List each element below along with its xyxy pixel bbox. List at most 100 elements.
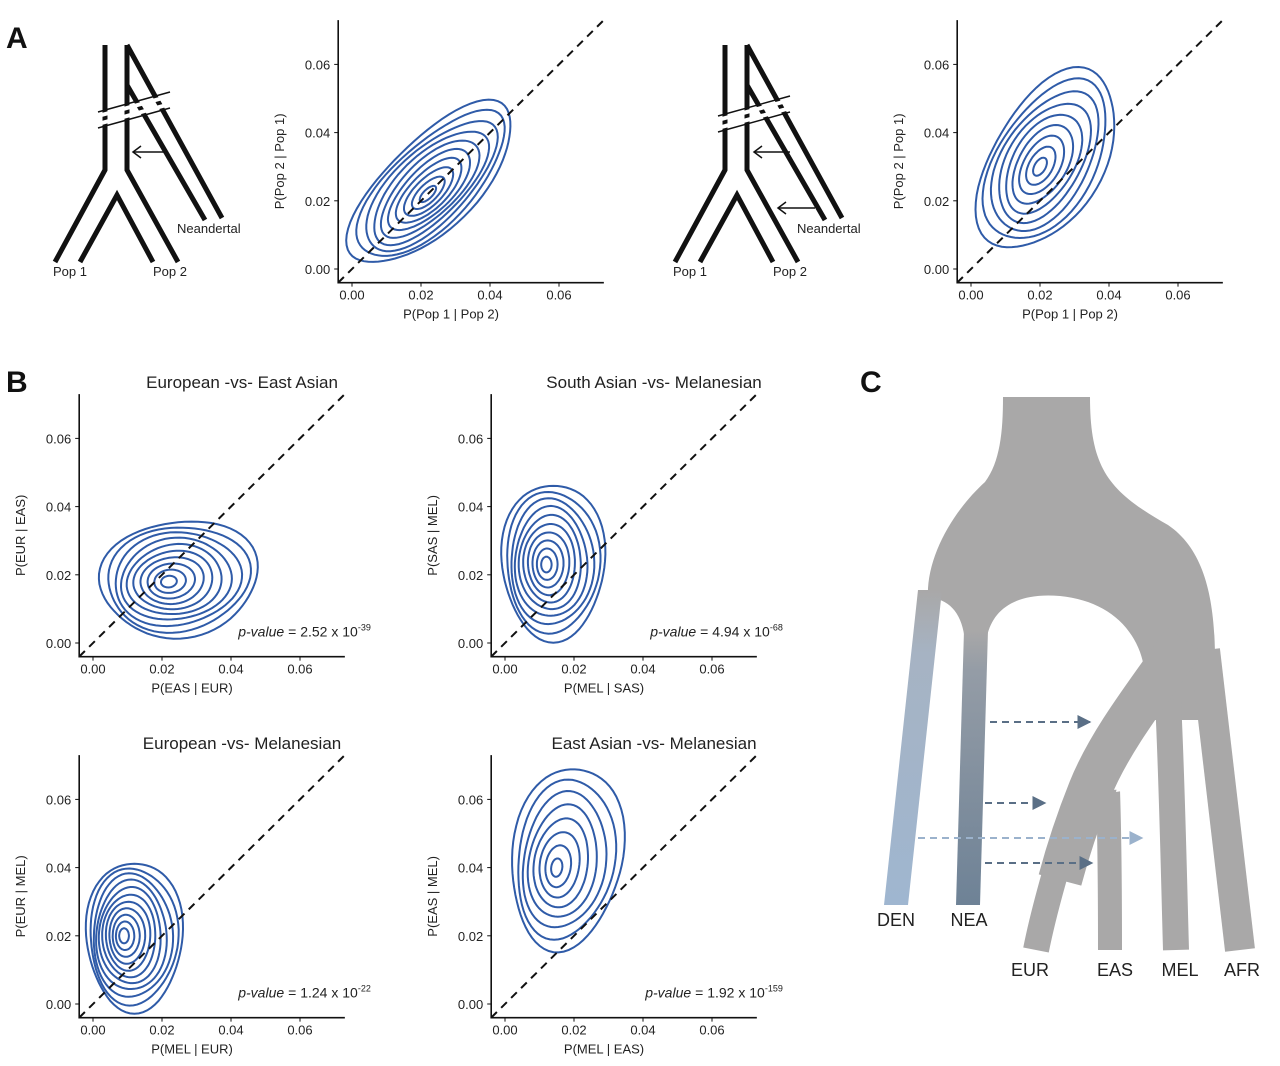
contour-line — [517, 513, 582, 611]
y-axis-label: P(EUR | MEL) — [13, 855, 28, 937]
y-axis-label: P(Pop 2 | Pop 1) — [891, 113, 906, 209]
break-mark — [717, 95, 791, 133]
contour-line — [111, 913, 141, 958]
x-tick-label: 0.04 — [218, 1023, 243, 1038]
branch — [52, 45, 108, 264]
x-tick-label: 0.06 — [287, 662, 312, 677]
x-tick-label: 0.00 — [80, 1023, 105, 1038]
x-tick-label: 0.06 — [1165, 288, 1190, 303]
plot: 0.00 0.02 0.04 0.06 0.00 0.02 0.04 0.06 P(EAS | … — [13, 373, 371, 696]
branch — [124, 83, 208, 222]
break-mark — [97, 94, 171, 126]
contour-line — [550, 857, 564, 878]
p-value: p-value = 1.24 x 10-22 — [237, 984, 371, 1001]
y-tick-label: 0.00 — [458, 997, 483, 1012]
population-label: MEL — [1161, 960, 1198, 980]
diagram-label: Pop 1 — [673, 264, 707, 279]
contour-line — [107, 526, 252, 634]
plot: 0.00 0.02 0.04 0.06 0.00 0.02 0.04 0.06 P(MEL | … — [13, 734, 371, 1057]
y-tick-label: 0.04 — [924, 126, 949, 141]
plot: 0.00 0.02 0.04 0.06 0.00 0.02 0.04 0.06 P(MEL | … — [425, 734, 783, 1057]
contour-line — [108, 907, 147, 965]
y-tick-label: 0.02 — [924, 194, 949, 209]
y-tick-label: 0.00 — [46, 997, 71, 1012]
arrow-head — [752, 145, 763, 159]
contour-line — [373, 130, 491, 247]
branch-den — [884, 590, 942, 905]
y-axis-label: P(SAS | MEL) — [425, 495, 440, 576]
p-value: p-value = 1.92 x 10-159 — [644, 984, 783, 1001]
p-value-text: = 1.92 x 10 — [695, 985, 765, 1001]
contour-line — [540, 555, 553, 574]
contour-line — [538, 831, 581, 899]
tree-diagram — [672, 43, 845, 264]
y-tick-label: 0.06 — [458, 431, 483, 446]
contour-line — [114, 920, 136, 951]
branch — [672, 45, 728, 264]
x-axis-label: P(Pop 1 | Pop 2) — [1022, 307, 1118, 322]
x-tick-label: 0.00 — [80, 662, 105, 677]
diagram-label: Pop 1 — [53, 264, 87, 279]
y-tick-label: 0.00 — [458, 636, 483, 651]
branch-eur — [1023, 846, 1075, 953]
y-tick-label: 0.02 — [46, 929, 71, 944]
contour-line — [139, 556, 205, 606]
x-axis-label: P(EAS | EUR) — [151, 681, 232, 696]
branch — [124, 43, 225, 220]
contour-line — [386, 147, 472, 232]
y-axis-label: P(EUR | EAS) — [13, 495, 28, 576]
p-value-text: = 1.24 x 10 — [288, 985, 358, 1001]
p-value-label: p-value — [237, 985, 284, 1001]
panel-label: C — [860, 366, 882, 399]
diagram-label: Pop 2 — [153, 264, 187, 279]
contour-line — [981, 77, 1107, 240]
arrow-head — [776, 201, 787, 215]
contour-line — [511, 768, 626, 954]
population-tree — [884, 397, 1255, 953]
x-tick-label: 0.00 — [492, 1023, 517, 1038]
contour-line — [1005, 113, 1084, 215]
contour-line — [526, 803, 598, 918]
contour-line — [403, 166, 455, 217]
arrow-head — [131, 145, 142, 159]
x-tick-label: 0.04 — [630, 1023, 655, 1038]
contour-line — [118, 927, 130, 945]
p-value-exponent: -22 — [358, 984, 371, 994]
contour-line — [1011, 123, 1075, 205]
y-tick-label: 0.04 — [46, 861, 71, 876]
contour-line — [513, 504, 589, 617]
y-tick-label: 0.04 — [46, 500, 71, 515]
y-tick-label: 0.06 — [305, 57, 330, 72]
contour-line — [1025, 145, 1057, 186]
x-axis-label: P(MEL | EAS) — [564, 1042, 644, 1057]
contour-line — [1018, 134, 1066, 195]
x-tick-label: 0.06 — [546, 288, 571, 303]
branch-eur-eas — [1038, 627, 1204, 886]
contour-line — [998, 102, 1093, 225]
p-value-exponent: -159 — [765, 984, 783, 994]
x-axis-label: P(MEL | SAS) — [564, 681, 644, 696]
contour-line — [521, 789, 608, 929]
contour-line — [974, 65, 1116, 249]
contour-line — [531, 539, 565, 589]
contour-line — [989, 90, 1100, 232]
contour-line — [517, 778, 618, 941]
contour-line — [97, 886, 162, 985]
contour-line — [379, 139, 481, 239]
ancestral-trunk — [927, 397, 1215, 720]
chart-title: East Asian -vs- Melanesian — [552, 734, 757, 753]
p-value-text: = 2.52 x 10 — [288, 624, 358, 640]
contour-line — [104, 900, 152, 972]
x-axis-label: P(MEL | EUR) — [151, 1042, 233, 1057]
p-value-label: p-value — [649, 624, 696, 640]
contour-line — [95, 878, 168, 990]
chart-title: European -vs- East Asian — [146, 373, 338, 392]
x-tick-label: 0.00 — [339, 288, 364, 303]
identity-line — [956, 19, 1224, 284]
contour-line — [394, 156, 463, 224]
contour-line — [345, 98, 512, 263]
x-tick-label: 0.06 — [699, 1023, 724, 1038]
branch-mel — [1155, 699, 1189, 951]
contour-line — [132, 549, 214, 611]
